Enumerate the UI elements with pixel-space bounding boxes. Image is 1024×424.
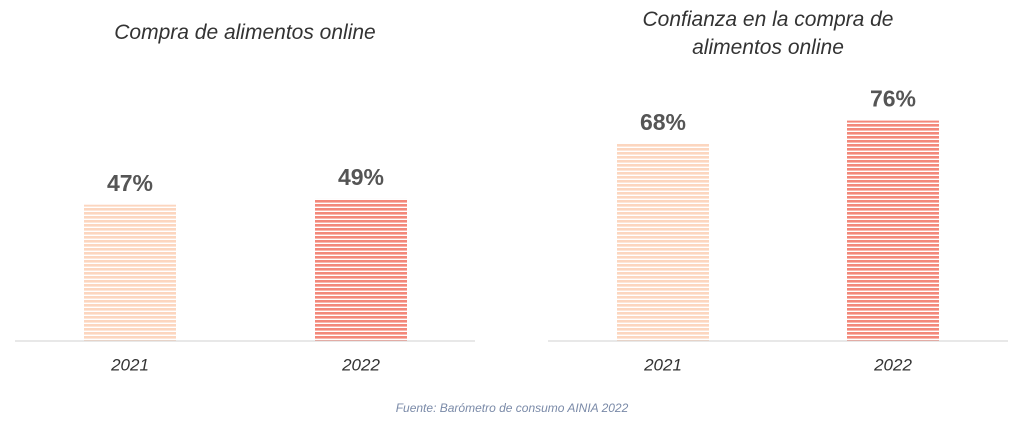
chart-title: Compra de alimentos online — [114, 21, 376, 44]
bar — [617, 143, 709, 341]
chart-title: Confianza en la compra de alimentos onli… — [642, 8, 894, 59]
x-tick-label: 2022 — [873, 355, 912, 374]
source-note: Fuente: Barómetro de consumo AINIA 2022 — [396, 401, 629, 415]
value-label: 49% — [338, 164, 384, 190]
bar — [84, 204, 176, 341]
x-tick-label: 2022 — [341, 355, 380, 374]
bar — [847, 120, 939, 341]
bar — [315, 198, 407, 341]
value-label: 47% — [107, 170, 153, 196]
x-tick-label: 2021 — [643, 355, 682, 374]
value-label: 76% — [870, 86, 916, 112]
x-tick-label: 2021 — [110, 355, 149, 374]
value-label: 68% — [640, 109, 686, 135]
